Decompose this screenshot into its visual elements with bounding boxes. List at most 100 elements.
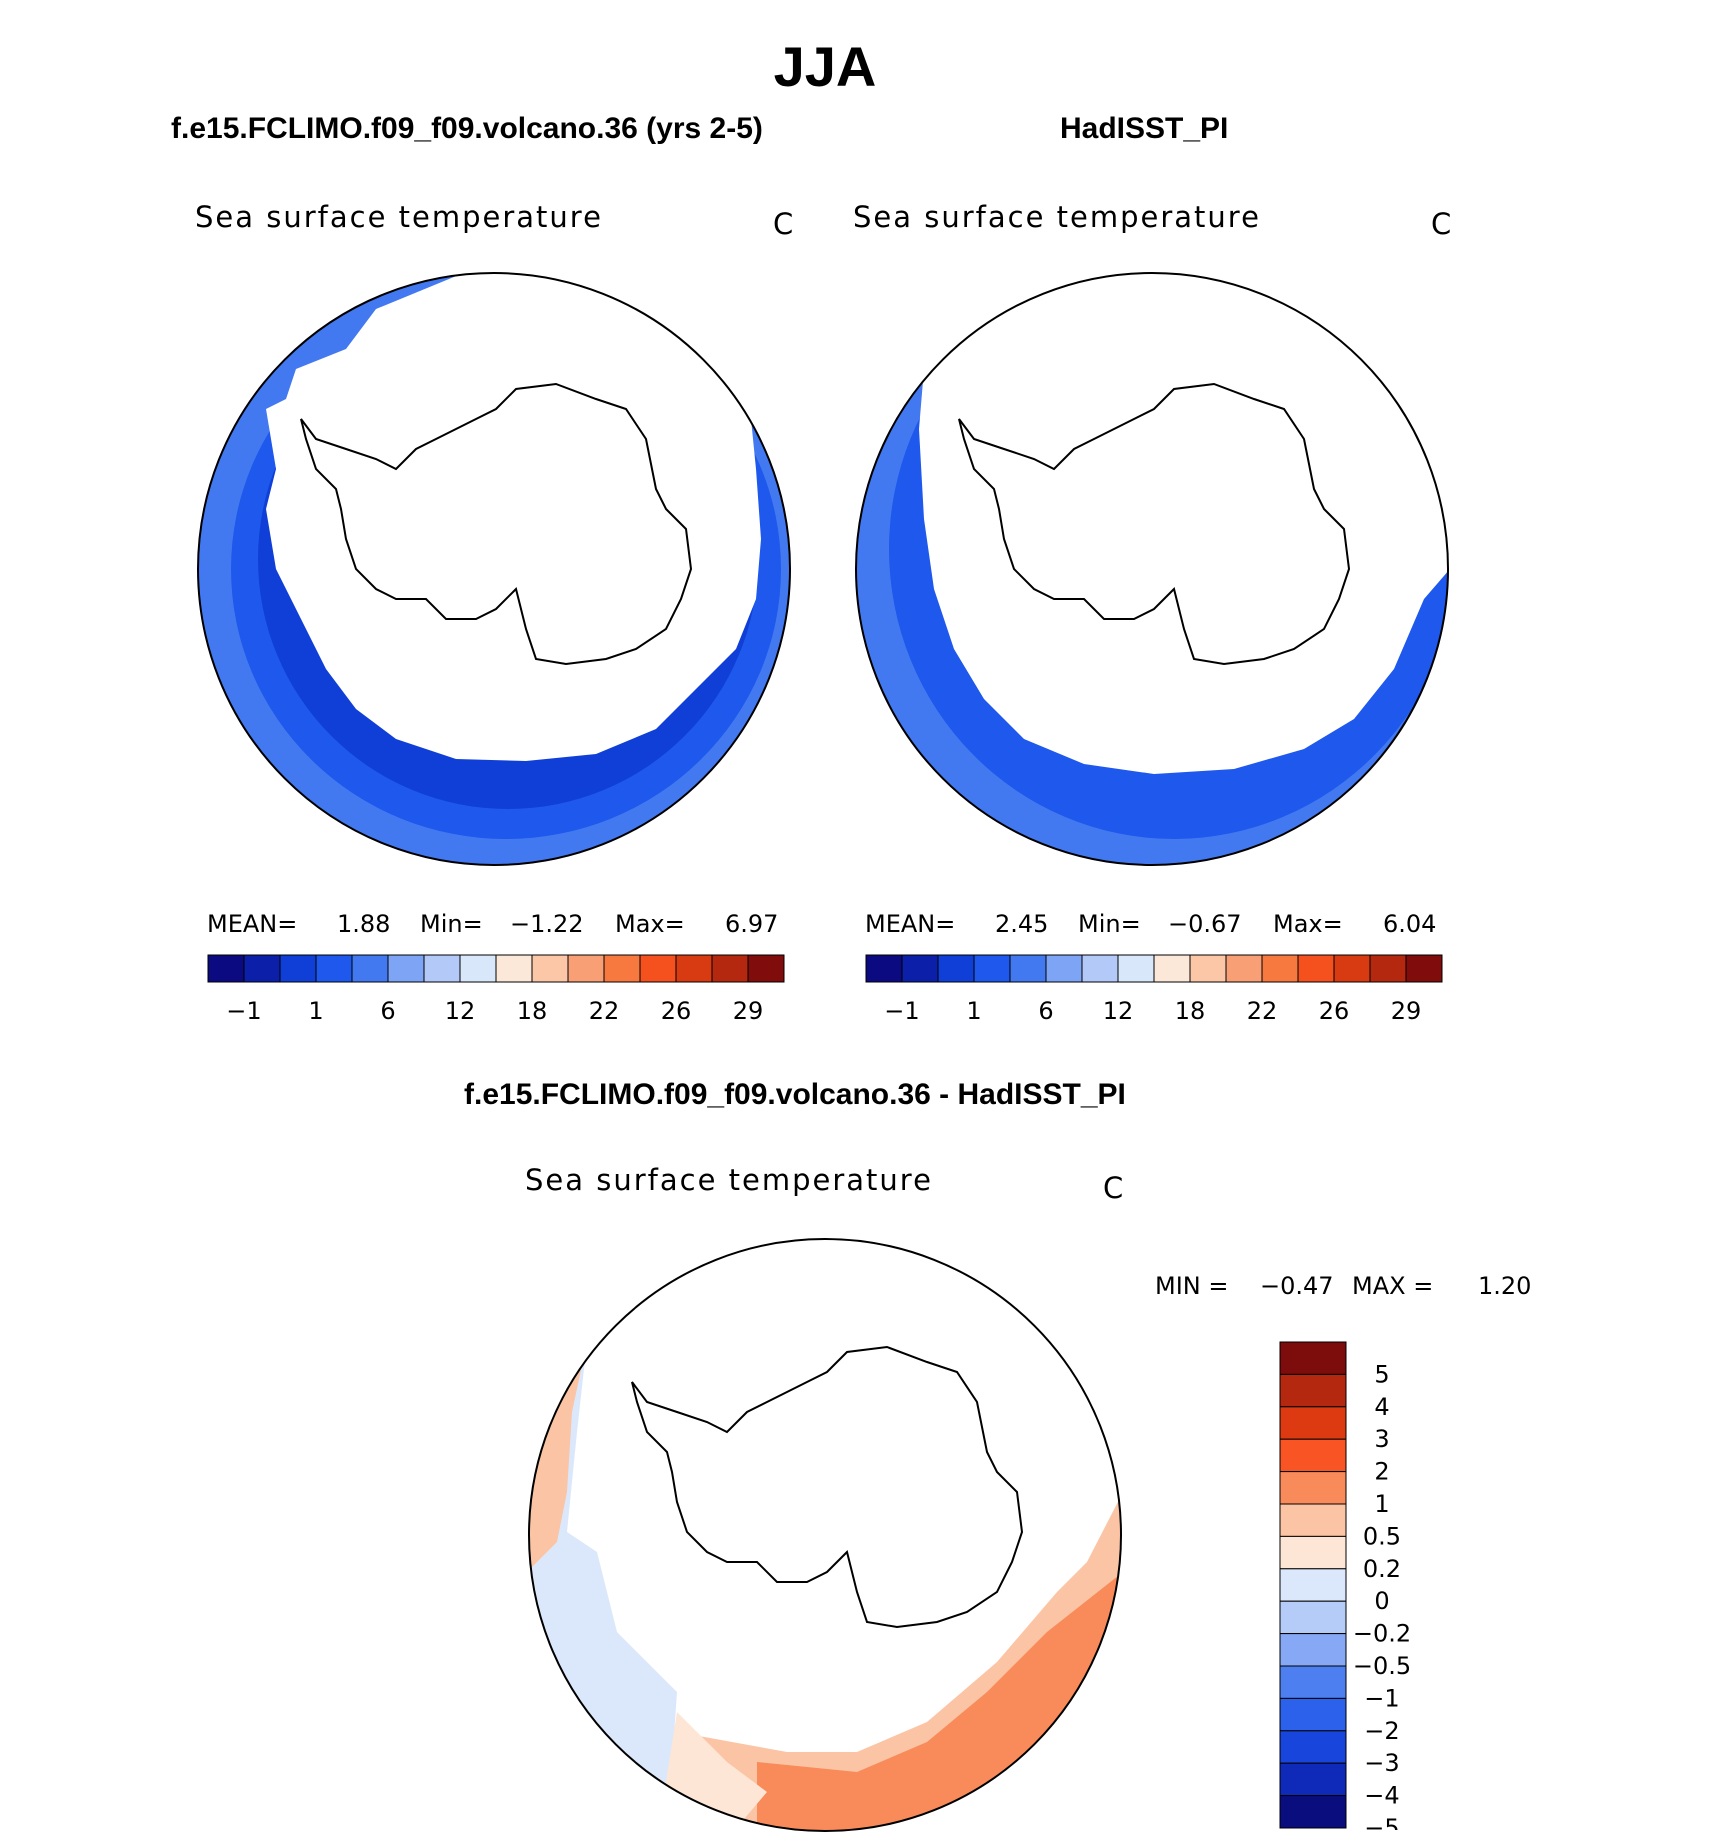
colorbar-box — [1333, 954, 1371, 983]
colorbar-box — [1279, 1762, 1347, 1797]
colorbar-box — [711, 954, 749, 983]
colorbar-tick-label: −2 — [1364, 1717, 1399, 1745]
colorbar-box — [1081, 954, 1119, 983]
colorbar-tick-label: 1 — [966, 997, 981, 1025]
colorbar-box — [675, 954, 713, 983]
colorbar-tick-label: 1 — [308, 997, 323, 1025]
colorbar-box — [423, 954, 461, 983]
colorbar-box — [243, 954, 281, 983]
unit-model: C — [773, 207, 794, 241]
colorbar-tick-label: 4 — [1374, 1393, 1389, 1421]
map-border — [197, 272, 791, 866]
colorbar-tick-label: 26 — [661, 997, 692, 1025]
colorbar-box — [901, 954, 939, 983]
colorbar-box — [973, 954, 1011, 983]
colorbar-box — [1279, 1665, 1347, 1699]
colorbar-box — [1279, 1730, 1347, 1764]
plot-title-model: Sea surface temperature — [195, 200, 603, 234]
diff-max-value: 1.20 — [1478, 1272, 1532, 1300]
colorbar-box — [1279, 1406, 1347, 1440]
unit-obs: C — [1431, 207, 1452, 241]
min-label-obs: Min= — [1078, 910, 1141, 938]
colorbar-tick-label: 22 — [1247, 997, 1278, 1025]
diff-max-label: MAX = — [1352, 1272, 1434, 1300]
colorbar-box — [1279, 1600, 1347, 1635]
main-title: JJA — [773, 35, 877, 98]
colorbar-box — [279, 954, 317, 983]
colorbar-tick-label: −3 — [1364, 1749, 1399, 1777]
colorbar-box — [865, 954, 903, 983]
colorbar-tick-label: 12 — [445, 997, 476, 1025]
sea-ice-mask — [856, 273, 1448, 774]
colorbar-tick-label: 22 — [589, 997, 620, 1025]
colorbar-box — [495, 954, 533, 983]
colorbar-box — [1297, 954, 1335, 983]
colorbar-model: −1 1 6 12 18 22 26 29 — [207, 954, 785, 1025]
colorbar-tick-label: 0.5 — [1363, 1522, 1401, 1550]
colorbar-tick-label: 0 — [1374, 1587, 1389, 1615]
colorbar-box — [1279, 1503, 1347, 1537]
colorbar-box — [1153, 954, 1191, 983]
max-label-model: Max= — [615, 910, 685, 938]
colorbar-tick-label: −0.5 — [1353, 1652, 1411, 1680]
colorbar-box — [639, 954, 677, 983]
colorbar-box — [937, 954, 975, 983]
colorbar-tick-label: 3 — [1374, 1425, 1389, 1453]
colorbar-tick-label: −5 — [1364, 1814, 1399, 1830]
colorbar-tick-label: 29 — [1391, 997, 1422, 1025]
antarctica-outline — [958, 382, 1351, 666]
colorbar-box — [1009, 954, 1047, 983]
antarctica-outline — [300, 382, 693, 666]
colorbar-box — [747, 954, 785, 983]
colorbar-box — [1279, 1633, 1347, 1667]
plot-title-diff: Sea surface temperature — [525, 1163, 933, 1197]
colorbar-tick-label: −1 — [1364, 1684, 1399, 1712]
panel-title-model: f.e15.FCLIMO.f09_f09.volcano.36 (yrs 2-5… — [171, 112, 763, 145]
diff-min-value: −0.47 — [1260, 1272, 1334, 1300]
colorbar-box — [1117, 954, 1155, 983]
colorbar-box — [531, 954, 569, 983]
colorbar-tick-label: 29 — [733, 997, 764, 1025]
antarctica-outline — [631, 1345, 1024, 1629]
mean-value-obs: 2.45 — [995, 910, 1049, 938]
panel-title-obs: HadISST_PI — [1060, 112, 1229, 145]
max-value-model: 6.97 — [725, 910, 779, 938]
colorbar-box — [315, 954, 353, 983]
colorbar-tick-label: 6 — [1038, 997, 1053, 1025]
colorbar-box — [1279, 1568, 1347, 1602]
colorbar-tick-label: −1 — [884, 997, 919, 1025]
colorbar-tick-label: −1 — [226, 997, 261, 1025]
map-diff — [528, 1238, 1122, 1832]
colorbar-diff: 5 4 3 2 1 0.5 0.2 0 −0.2 −0.5 −1 −2 −3 −4 −5 — [1279, 1341, 1411, 1830]
min-value-model: −1.22 — [510, 910, 584, 938]
colorbar-tick-label: 26 — [1319, 997, 1350, 1025]
colorbar-tick-label: 1 — [1374, 1490, 1389, 1518]
colorbar-box — [1369, 954, 1407, 983]
colorbar-box — [567, 954, 605, 983]
plot-title-obs: Sea surface temperature — [853, 200, 1261, 234]
colorbar-tick-label: 6 — [380, 997, 395, 1025]
colorbar-box — [1405, 954, 1443, 983]
colorbar-tick-label: 12 — [1103, 997, 1134, 1025]
colorbar-box — [1279, 1471, 1347, 1505]
colorbar-box — [1279, 1438, 1347, 1473]
mean-label-model: MEAN= — [207, 910, 298, 938]
colorbar-box — [207, 954, 245, 983]
map-obs — [855, 272, 1449, 866]
colorbar-tick-label: 0.2 — [1363, 1555, 1401, 1583]
colorbar-box — [1279, 1795, 1347, 1829]
max-value-obs: 6.04 — [1383, 910, 1437, 938]
map-border — [855, 272, 1449, 866]
colorbar-tick-label: −0.2 — [1353, 1620, 1411, 1648]
colorbar-box — [1189, 954, 1227, 983]
colorbar-box — [387, 954, 425, 983]
unit-diff: C — [1103, 1171, 1124, 1205]
colorbar-tick-label: 18 — [517, 997, 548, 1025]
colorbar-box — [1279, 1373, 1347, 1408]
colorbar-tick-label: −4 — [1364, 1782, 1399, 1810]
min-label-model: Min= — [420, 910, 483, 938]
min-value-obs: −0.67 — [1168, 910, 1242, 938]
colorbar-tick-label: 18 — [1175, 997, 1206, 1025]
panel-title-diff: f.e15.FCLIMO.f09_f09.volcano.36 - HadISS… — [464, 1078, 1126, 1111]
map-border — [528, 1238, 1122, 1832]
